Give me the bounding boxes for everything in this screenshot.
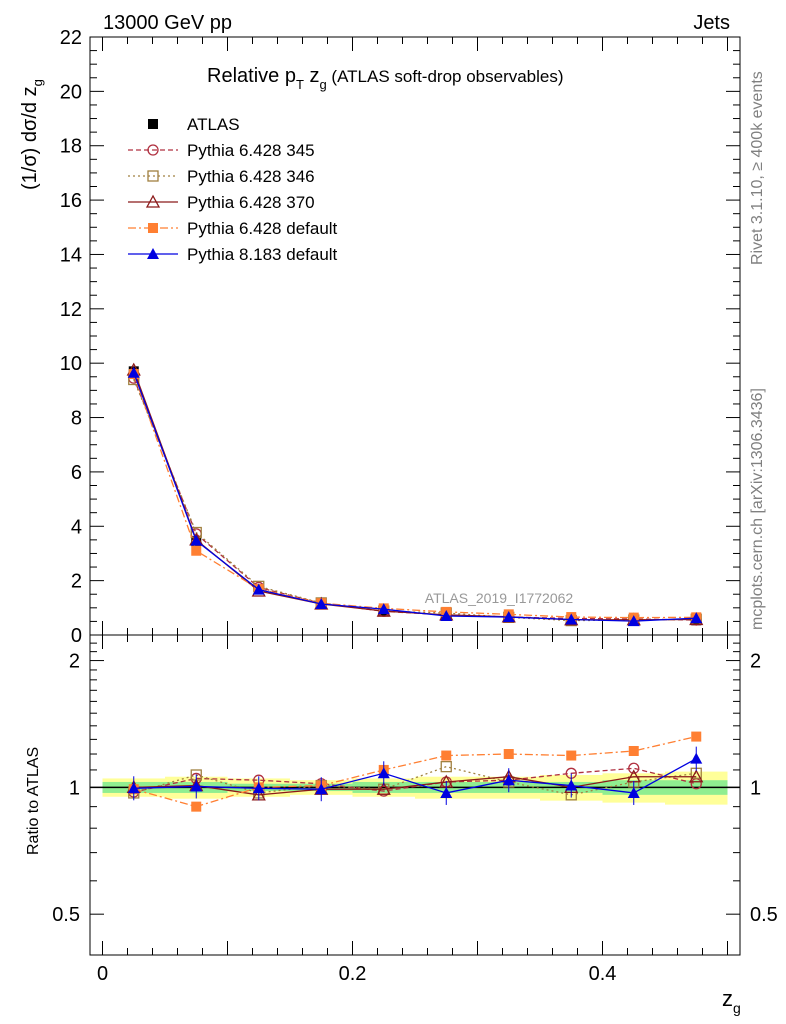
ratio-point [315,783,328,795]
main-point [190,534,203,546]
ratio-ytick-label-right: 1 [750,777,761,799]
analysis-watermark: ATLAS_2019_I1772062 [425,590,574,606]
legend-marker [148,223,158,233]
ratio-ytick-label-right: 0.5 [750,904,778,926]
xtick-label: 0.2 [339,963,367,985]
ratio-ytick-label: 1 [69,777,80,799]
ratio-ytick-label: 0.5 [52,904,80,926]
ratio-line [133,735,697,808]
ratio-point [190,780,203,792]
main-point [127,366,140,378]
legend-label: Pythia 6.428 346 [187,167,315,186]
xlabel: zg [722,986,741,1016]
legend-label: Pythia 8.183 default [187,245,338,264]
ratio-point [502,774,515,786]
ratio-point [628,762,640,774]
ratio-point [689,769,704,783]
header-left: 13000 GeV pp [103,12,232,34]
main-point [502,611,515,623]
ratio-point [377,767,390,779]
header-right: Jets [693,12,730,34]
ratio-line [133,758,697,794]
ratio-point [440,760,452,773]
main-point [315,598,328,610]
ratio-point [252,782,265,794]
ratio-point [691,731,702,742]
main-ytick-label: 14 [60,244,82,266]
ratio-point [565,779,578,791]
main-ytick-label: 22 [60,27,82,49]
ratio-point [628,745,639,756]
main-line [133,369,697,621]
main-line [133,372,697,622]
legend-label: ATLAS [187,115,240,134]
main-point [377,603,390,615]
main-point [440,609,453,621]
main-ytick-label: 12 [60,299,82,321]
main-point [252,583,265,595]
ratio-point [566,750,577,761]
main-ytick-label: 0 [71,625,82,647]
legend-marker [147,170,159,182]
ratio-series [126,731,704,812]
ratio-panel: 0 0.2 0.4 0.5 0.5 1 1 2 2 Ratio to ATLAS zg [25,634,778,1016]
xtick-label: 0.4 [589,963,617,985]
main-ytick-label: 6 [71,462,82,484]
main-ytick-label: 8 [71,408,82,430]
main-point [627,615,640,627]
main-line [133,379,697,622]
main-ytick-label: 10 [60,353,82,375]
main-point [565,613,578,625]
ratio-ylabel: Ratio to ATLAS [25,747,42,855]
legend-marker [147,144,159,156]
ratio-axes: 0 0.2 0.4 0.5 0.5 1 1 2 2 [52,634,778,985]
main-ylabel: (1/σ) dσ/d zg [19,79,45,190]
ratio-point [376,781,391,795]
legend-label: Pythia 6.428 345 [187,141,315,160]
ratio-point [503,749,514,760]
ratio-frame [89,634,741,956]
ratio-point [191,801,202,812]
main-axes: 0 2 4 6 8 10 12 14 16 18 20 22 [60,27,740,647]
chart-title: Relative pT zg (ATLAS soft-drop observab… [207,65,564,92]
main-ytick-label: 16 [60,190,82,212]
legend-label: Pythia 6.428 370 [187,193,315,212]
ratio-point [690,752,703,764]
ratio-ytick-label: 2 [69,651,80,673]
legend-marker [148,119,158,129]
main-line [133,373,697,619]
ratio-line [133,776,697,796]
mcplots-label: mcplots.cern.ch [arXiv:1306.3436] [749,388,766,630]
xtick-label: 0 [97,963,108,985]
main-ytick-label: 20 [60,81,82,103]
ratio-point [127,782,140,794]
ratio-ytick-label-right: 2 [750,651,761,673]
main-ytick-label: 2 [71,571,82,593]
main-line [133,377,697,621]
ratio-point [441,750,452,761]
main-point [690,612,703,624]
ratio-point [627,786,640,798]
legend-marker [147,248,159,259]
legend: ATLAS Pythia 6.428 345 Pythia 6.428 346 Pyt… [128,115,338,264]
legend-label: Pythia 6.428 default [187,219,338,238]
ratio-line [133,767,697,793]
rivet-label: Rivet 3.1.10, ≥ 400k events [749,71,766,265]
ratio-point [440,786,453,798]
main-ytick-label: 4 [71,516,82,538]
main-series [126,362,704,627]
main-point [191,545,202,556]
legend-marker [145,194,161,208]
main-ytick-label: 18 [60,136,82,158]
